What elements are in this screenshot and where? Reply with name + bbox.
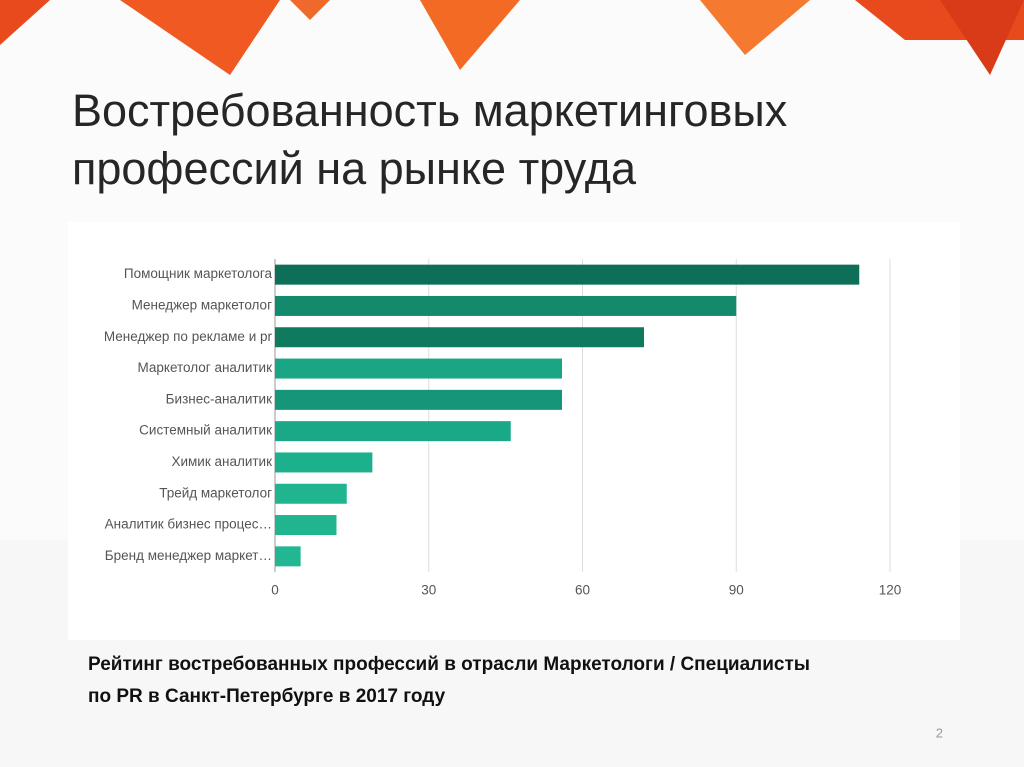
bar [275,452,373,473]
page-number: 2 [936,725,943,740]
y-tick-label: Трейд маркетолог [159,485,272,500]
bar [275,358,562,379]
y-tick-label: Менеджер по рекламе и pr [104,329,273,344]
y-tick-label: Системный аналитик [139,423,272,438]
decoration [0,0,1024,75]
bar [275,264,860,285]
bar [275,483,347,504]
x-tick-label: 120 [879,583,902,598]
bar [275,515,337,536]
bar [275,327,644,348]
y-tick-label: Бренд менеджер маркет… [105,548,272,563]
caption-line: по PR в Санкт-Петербурге в 2017 году [88,686,446,707]
y-tick-label: Бизнес-аналитик [166,391,272,406]
x-tick-label: 90 [729,583,744,598]
bar [275,421,511,442]
caption-line: Рейтинг востребованных профессий в отрас… [88,654,810,675]
bar [275,295,737,316]
y-tick-label: Менеджер маркетолог [132,298,272,313]
chart: 0 30 60 90 120 Помощник маркетолога Менеджер м… [104,259,901,598]
x-tick-label: 60 [575,583,590,598]
x-tick-label: 0 [271,583,279,598]
y-tick-label: Химик аналитик [171,454,272,469]
title-line: профессий на рынке труда [72,143,637,194]
title-line: Востребованность маркетинговых [72,85,788,136]
chart-area [68,222,960,640]
x-tick-label: 30 [421,583,436,598]
y-tick-label: Аналитик бизнес процес… [105,517,272,532]
bar [275,389,562,410]
y-tick-label: Помощник маркетолога [124,266,273,281]
y-tick-label: Маркетолог аналитик [137,360,272,375]
bar [275,546,301,567]
